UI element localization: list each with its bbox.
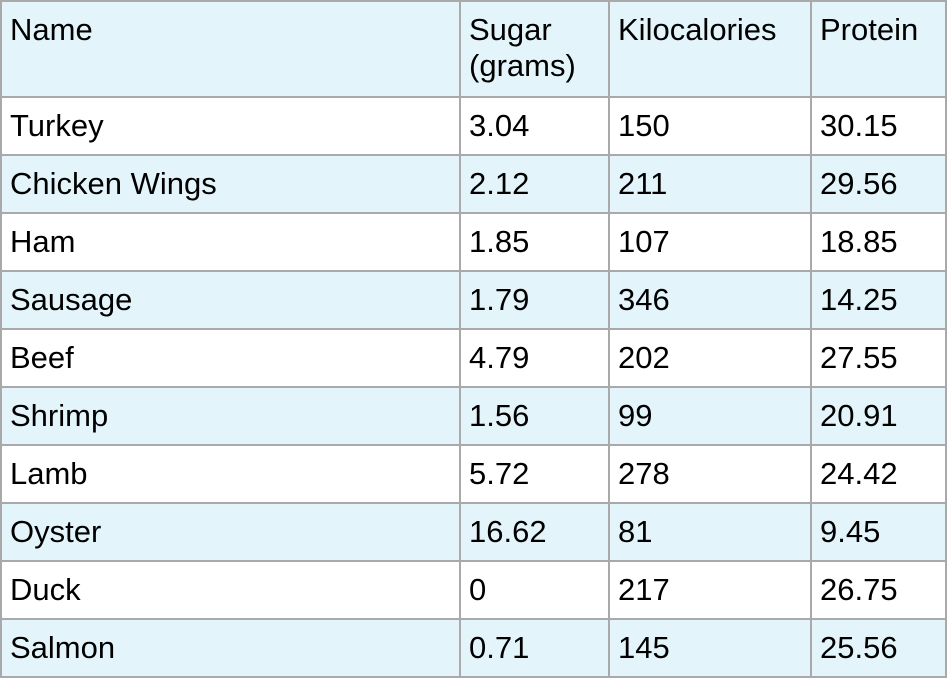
nutrition-table: Name Sugar (grams) Kilocalories Protein … bbox=[0, 0, 947, 678]
cell-sugar: 1.56 bbox=[459, 386, 610, 446]
cell-sugar: 1.79 bbox=[459, 270, 610, 330]
cell-protein: 18.85 bbox=[810, 212, 947, 272]
table-row: Beef 4.79 202 27.55 bbox=[0, 328, 947, 388]
cell-kilocalories: 150 bbox=[608, 96, 812, 156]
cell-protein: 25.56 bbox=[810, 618, 947, 678]
cell-protein: 14.25 bbox=[810, 270, 947, 330]
cell-sugar: 4.79 bbox=[459, 328, 610, 388]
column-header-protein: Protein bbox=[810, 0, 947, 98]
cell-name: Turkey bbox=[0, 96, 461, 156]
cell-sugar: 2.12 bbox=[459, 154, 610, 214]
cell-name: Chicken Wings bbox=[0, 154, 461, 214]
table-row: Chicken Wings 2.12 211 29.56 bbox=[0, 154, 947, 214]
table-row: Oyster 16.62 81 9.45 bbox=[0, 502, 947, 562]
cell-name: Oyster bbox=[0, 502, 461, 562]
cell-kilocalories: 217 bbox=[608, 560, 812, 620]
cell-protein: 9.45 bbox=[810, 502, 947, 562]
cell-sugar: 0.71 bbox=[459, 618, 610, 678]
cell-kilocalories: 278 bbox=[608, 444, 812, 504]
cell-kilocalories: 107 bbox=[608, 212, 812, 272]
cell-protein: 29.56 bbox=[810, 154, 947, 214]
cell-kilocalories: 346 bbox=[608, 270, 812, 330]
cell-name: Ham bbox=[0, 212, 461, 272]
cell-protein: 27.55 bbox=[810, 328, 947, 388]
cell-kilocalories: 81 bbox=[608, 502, 812, 562]
cell-protein: 26.75 bbox=[810, 560, 947, 620]
table-row: Turkey 3.04 150 30.15 bbox=[0, 96, 947, 156]
table-row: Ham 1.85 107 18.85 bbox=[0, 212, 947, 272]
cell-protein: 30.15 bbox=[810, 96, 947, 156]
cell-kilocalories: 202 bbox=[608, 328, 812, 388]
table-header-row: Name Sugar (grams) Kilocalories Protein bbox=[0, 0, 947, 98]
cell-sugar: 5.72 bbox=[459, 444, 610, 504]
cell-sugar: 1.85 bbox=[459, 212, 610, 272]
column-header-kilocalories: Kilocalories bbox=[608, 0, 812, 98]
cell-sugar: 3.04 bbox=[459, 96, 610, 156]
table-row: Duck 0 217 26.75 bbox=[0, 560, 947, 620]
column-header-name: Name bbox=[0, 0, 461, 98]
cell-name: Lamb bbox=[0, 444, 461, 504]
cell-kilocalories: 145 bbox=[608, 618, 812, 678]
cell-sugar: 0 bbox=[459, 560, 610, 620]
table-row: Lamb 5.72 278 24.42 bbox=[0, 444, 947, 504]
cell-protein: 20.91 bbox=[810, 386, 947, 446]
cell-sugar: 16.62 bbox=[459, 502, 610, 562]
cell-kilocalories: 99 bbox=[608, 386, 812, 446]
column-header-sugar: Sugar (grams) bbox=[459, 0, 610, 98]
cell-name: Beef bbox=[0, 328, 461, 388]
table-row: Sausage 1.79 346 14.25 bbox=[0, 270, 947, 330]
cell-name: Duck bbox=[0, 560, 461, 620]
cell-name: Salmon bbox=[0, 618, 461, 678]
cell-protein: 24.42 bbox=[810, 444, 947, 504]
cell-name: Shrimp bbox=[0, 386, 461, 446]
cell-kilocalories: 211 bbox=[608, 154, 812, 214]
table-row: Salmon 0.71 145 25.56 bbox=[0, 618, 947, 678]
table-row: Shrimp 1.56 99 20.91 bbox=[0, 386, 947, 446]
cell-name: Sausage bbox=[0, 270, 461, 330]
